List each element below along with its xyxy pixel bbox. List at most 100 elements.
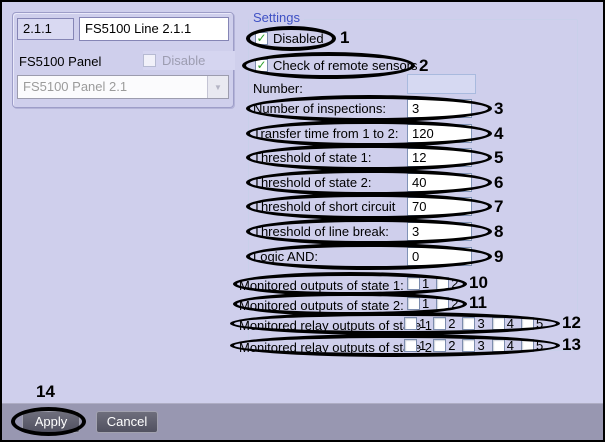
option-label: 1: [419, 338, 427, 353]
parent-panel-label: FS5100 Panel: [19, 54, 102, 69]
output1-checkbox[interactable]: [407, 297, 420, 310]
annotation-number-10: 10: [469, 273, 488, 292]
relay5-checkbox[interactable]: [520, 339, 534, 352]
footer-bar: [2, 403, 603, 440]
annotation-number-7: 7: [494, 197, 504, 216]
number-input[interactable]: [407, 74, 476, 94]
threshold-state-2-input[interactable]: 40: [407, 173, 472, 192]
option: 4: [491, 316, 516, 331]
device-id-field[interactable]: 2.1.1: [17, 18, 74, 40]
threshold-short-circuit-input[interactable]: 70: [407, 197, 472, 216]
relay4-checkbox[interactable]: [491, 339, 505, 352]
disable-checkbox[interactable]: [143, 54, 156, 67]
disable-checkbox-row: Disable: [143, 51, 235, 70]
annotation-number-1: 1: [340, 28, 350, 47]
option: 1: [407, 276, 431, 291]
option-label: 2: [451, 276, 459, 291]
option: 3: [462, 338, 486, 353]
option: 2: [433, 338, 457, 353]
annotation-number-3: 3: [494, 99, 504, 118]
group-label: Monitored relay outputs of state 2:: [239, 340, 436, 355]
option: 2: [433, 316, 457, 331]
option: 3: [462, 316, 486, 331]
relay4-checkbox[interactable]: [491, 317, 505, 330]
annotation-number-13: 13: [562, 335, 581, 354]
check-icon: ✓: [256, 57, 267, 72]
parent-panel-dropdown-value: FS5100 Panel 2.1: [23, 79, 128, 94]
group-label: Monitored relay outputs of state 1:: [239, 318, 436, 333]
threshold-state-1-input[interactable]: 12: [407, 148, 472, 167]
option-label: 5: [535, 338, 544, 353]
device-name-field[interactable]: FS5100 Line 2.1.1: [79, 17, 229, 41]
annotation-number-6: 6: [494, 173, 504, 192]
option-label: 4: [506, 338, 514, 353]
option-label: 2: [451, 296, 459, 311]
remote-sensors-checkbox-label: Check of remote sensors: [273, 57, 418, 73]
disabled-checkbox-label: Disabled: [273, 30, 324, 46]
group-label: Monitored outputs of state 1:: [239, 278, 404, 293]
relay3-checkbox[interactable]: [462, 317, 476, 330]
disabled-checkbox-row: ✓ Disabled: [255, 30, 324, 46]
option-label: 1: [419, 316, 427, 331]
option-label: 1: [422, 276, 430, 291]
option: 2: [436, 296, 460, 311]
disabled-checkbox[interactable]: ✓: [255, 31, 268, 45]
option-label: 5: [535, 316, 544, 331]
parent-panel-dropdown[interactable]: FS5100 Panel 2.1 ▼: [17, 75, 229, 99]
output1-checkbox[interactable]: [407, 277, 420, 290]
option-label: 1: [422, 296, 430, 311]
threshold-line-break-input[interactable]: 3: [407, 222, 472, 241]
annotation-number-4: 4: [494, 124, 504, 143]
annotation-number-5: 5: [494, 148, 504, 167]
dropdown-button[interactable]: ▼: [207, 76, 228, 98]
group-label: Monitored outputs of state 2:: [239, 298, 404, 313]
device-info-panel: 2.1.1 FS5100 Line 2.1.1 FS5100 Panel Dis…: [12, 12, 235, 108]
field-label: Threshold of state 2:: [253, 175, 372, 190]
number-of-inspections-input[interactable]: 3: [407, 99, 472, 118]
field-label: Threshold of state 1:: [253, 150, 372, 165]
remote-sensors-checkbox[interactable]: ✓: [255, 57, 268, 72]
option-label: 2: [448, 316, 456, 331]
apply-button[interactable]: Apply: [22, 411, 80, 433]
option-label: 4: [506, 316, 514, 331]
annotation-number-8: 8: [494, 222, 504, 241]
field-label: Logic AND:: [253, 249, 319, 264]
option: 4: [491, 338, 516, 353]
option-label: 3: [477, 338, 485, 353]
number-label: Number:: [253, 81, 303, 96]
option: 1: [407, 296, 431, 311]
option: 5: [520, 338, 545, 353]
option: 1: [404, 316, 428, 331]
relay3-checkbox[interactable]: [462, 339, 476, 352]
settings-group-label: Settings: [249, 10, 304, 25]
transfer-time-input[interactable]: 120: [407, 124, 472, 143]
option-label: 2: [448, 338, 456, 353]
outputs-state-2-options: 1 2: [407, 296, 465, 311]
annotation-number-11: 11: [469, 293, 487, 312]
option: 5: [520, 316, 545, 331]
relay5-checkbox[interactable]: [520, 317, 534, 330]
relay2-checkbox[interactable]: [433, 339, 447, 352]
annotation-number-2: 2: [419, 56, 429, 75]
annotation-number-12: 12: [562, 313, 581, 332]
option-label: 3: [477, 316, 485, 331]
field-label: Threshold of short circuit: [253, 199, 396, 214]
output2-checkbox[interactable]: [436, 297, 450, 310]
option: 1: [404, 338, 428, 353]
outputs-state-1-options: 1 2: [407, 276, 465, 291]
field-label: Transfer time from 1 to 2:: [253, 126, 399, 141]
field-label: Number of inspections:: [253, 101, 386, 116]
logic-and-input[interactable]: 0: [407, 247, 472, 266]
cancel-button[interactable]: Cancel: [96, 411, 158, 433]
field-label: Threshold of line break:: [253, 224, 389, 239]
option: 2: [436, 276, 460, 291]
relay1-checkbox[interactable]: [404, 339, 417, 352]
relay1-checkbox[interactable]: [404, 317, 417, 330]
annotation-number-14: 14: [36, 382, 55, 401]
relay2-checkbox[interactable]: [433, 317, 447, 330]
relay-outputs-state-1-options: 1 2 3 4 5: [404, 316, 550, 331]
output2-checkbox[interactable]: [436, 277, 450, 290]
annotation-number-9: 9: [494, 247, 504, 266]
relay-outputs-state-2-options: 1 2 3 4 5: [404, 338, 550, 353]
